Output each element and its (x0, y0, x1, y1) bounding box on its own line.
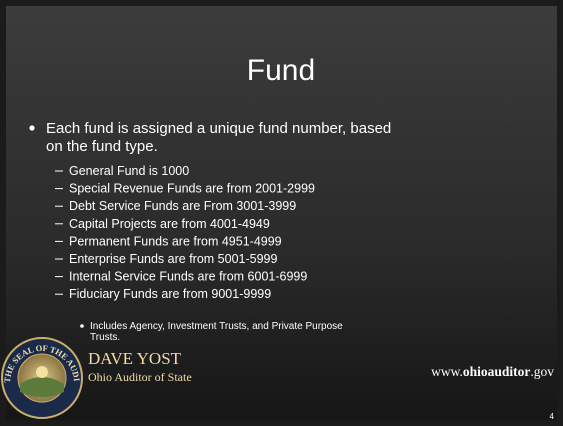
item-text: Special Revenue Funds are from 2001-2999 (69, 182, 315, 196)
lead-text: Each fund is assigned a unique fund numb… (46, 120, 391, 137)
bullet (80, 324, 84, 328)
item-text: Internal Service Funds are from 6001-699… (69, 270, 307, 284)
office: Ohio Auditor of State (88, 370, 192, 384)
item-text: Permanent Funds are from 4951-4999 (69, 234, 282, 248)
item-text: Capital Projects are from 4001-4949 (69, 217, 270, 231)
note-text: Trusts. (90, 332, 120, 343)
item-text: Fiduciary Funds are from 9001-9999 (69, 287, 271, 301)
note-text: Includes Agency, Investment Trusts, and … (90, 321, 343, 332)
item-list: General Fund is 1000 Special Revenue Fund… (55, 164, 315, 301)
url: www.ohioauditor.gov (431, 364, 554, 379)
slide-title: Fund (247, 54, 315, 87)
seal-landscape (20, 377, 64, 397)
bullet (29, 125, 35, 131)
name: DAVE YOST (88, 349, 182, 368)
item-text: Debt Service Funds are From 3001-3999 (69, 199, 296, 213)
item-text: Enterprise Funds are from 5001-5999 (69, 252, 277, 266)
page-number: 4 (550, 412, 555, 421)
url-part: .gov (530, 364, 554, 379)
seal-sun (36, 366, 48, 378)
url-part: ohioauditor (463, 364, 531, 379)
url-part: www. (431, 364, 463, 379)
item-text: General Fund is 1000 (69, 164, 189, 178)
lead-text: on the fund type. (46, 138, 158, 155)
content-panel (6, 6, 557, 420)
